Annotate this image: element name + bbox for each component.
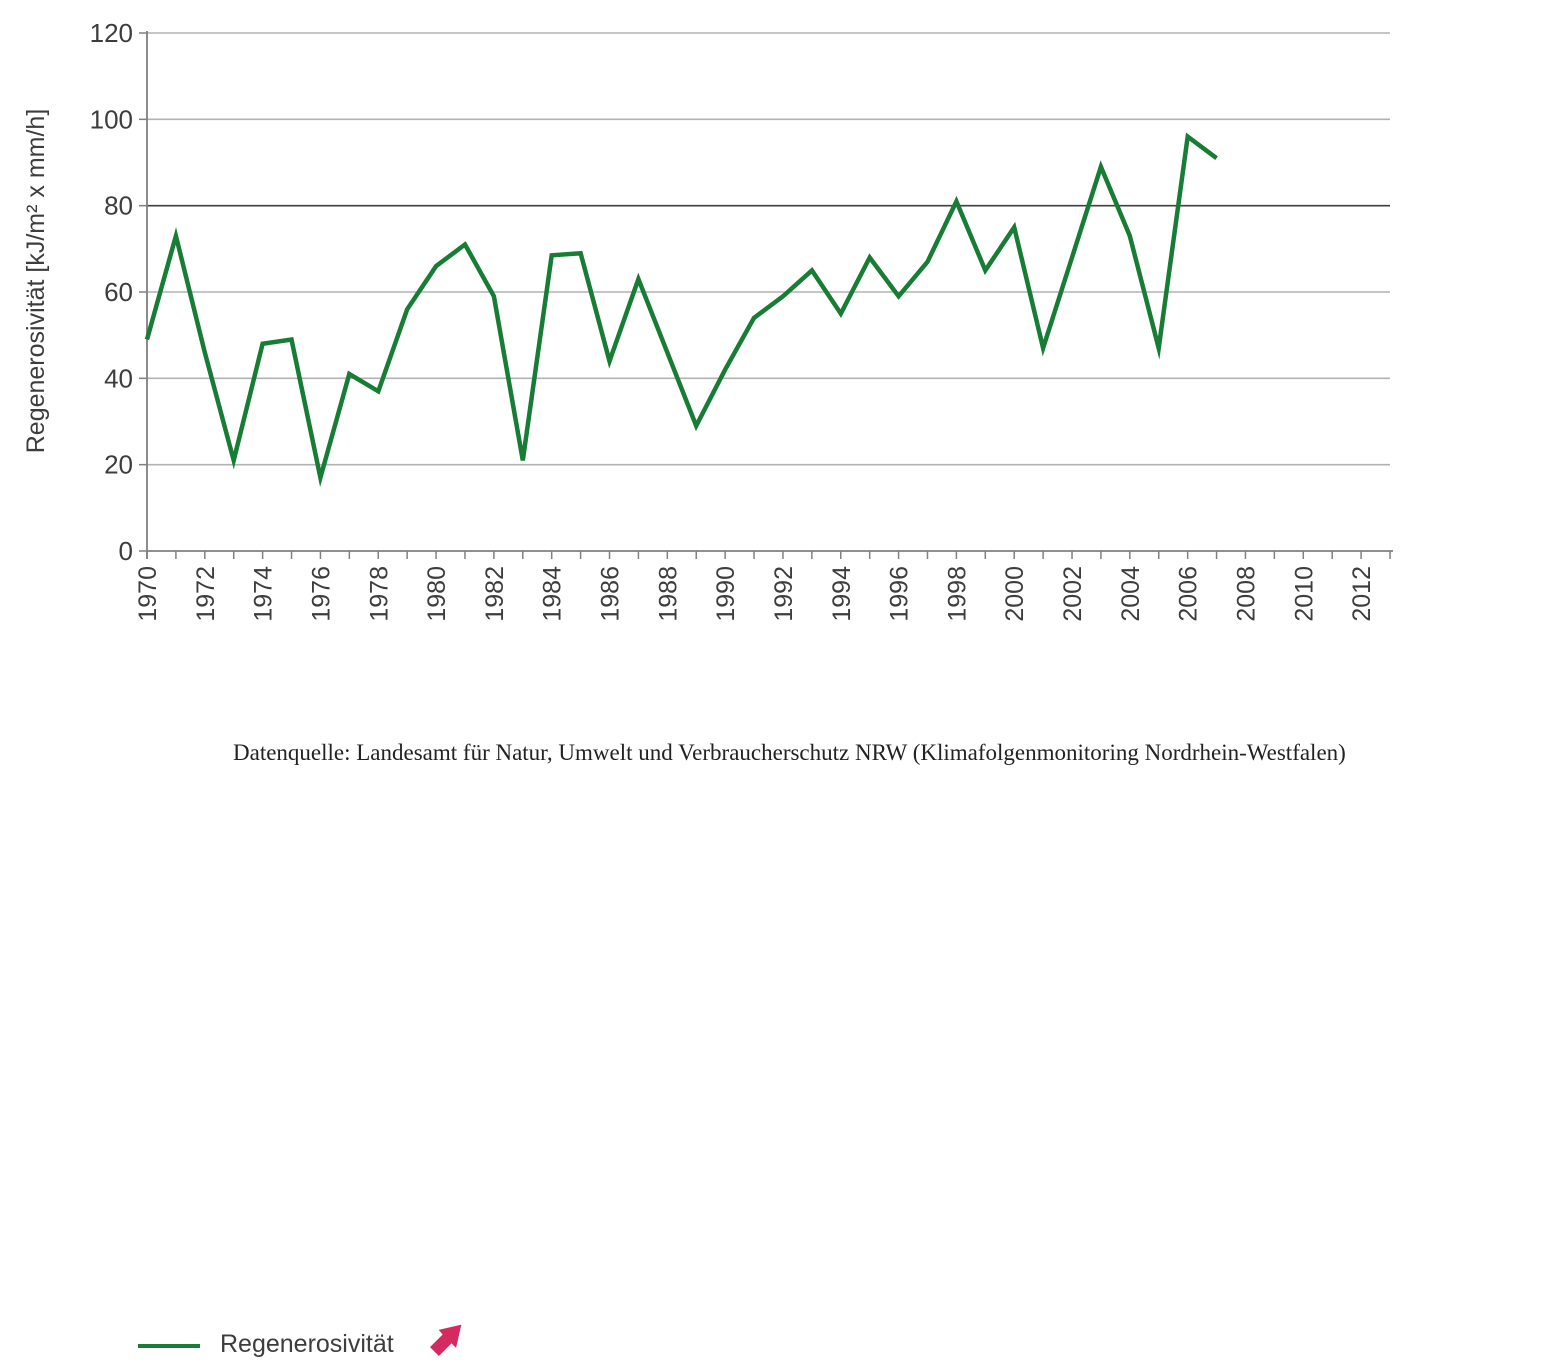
y-tick-label-20: 20 [104,450,133,480]
x-tick-label-1984: 1984 [539,566,567,622]
x-tick-label-1988: 1988 [654,566,682,622]
trend-up-arrow-icon [430,1324,462,1356]
x-tick-label-2002: 2002 [1059,566,1087,622]
x-tick-label-1992: 1992 [770,566,798,622]
x-tick-label-2010: 2010 [1290,566,1318,622]
x-tick-label-2008: 2008 [1232,566,1260,622]
legend-line-swatch [138,1344,200,1348]
x-tick-label-1974: 1974 [250,566,278,622]
x-tick-label-1982: 1982 [481,566,509,622]
x-tick-label-1978: 1978 [365,566,393,622]
x-tick-label-1976: 1976 [307,566,335,622]
x-tick-label-2006: 2006 [1175,566,1203,622]
x-tick-label-1990: 1990 [712,566,740,622]
x-tick-label-1972: 1972 [192,566,220,622]
legend-label: Regenerosivität [220,1330,394,1358]
x-tick-label-1980: 1980 [423,566,451,622]
data-source-text: Datenquelle: Landesamt für Natur, Umwelt… [233,740,1346,765]
x-tick-label-1994: 1994 [828,566,856,622]
y-tick-label-0: 0 [119,536,133,566]
y-tick-label-80: 80 [104,191,133,221]
y-tick-label-100: 100 [90,104,133,134]
y-tick-label-60: 60 [104,277,133,307]
x-tick-label-2000: 2000 [1001,566,1029,622]
plot-area: 0 20 40 60 80 100 120 1970 1972 1974 1976 1978 1980 1… [90,18,1393,622]
legend: Regenerosivität [0,660,600,1358]
y-axis-title: Regenerosivität [kJ/m² x mm/h] [22,108,50,454]
x-tick-label-2004: 2004 [1117,566,1145,622]
x-tick-label-1986: 1986 [597,566,625,622]
rain-erosivity-chart: 0 20 40 60 80 100 120 1970 1972 1974 1976 1978 1980 1… [0,18,1393,1358]
x-tick-label-1970: 1970 [134,566,162,622]
x-tick-label-2012: 2012 [1348,566,1376,622]
x-tick-label-1996: 1996 [886,566,914,622]
regenerosivitaet-line [144,132,1218,488]
x-tick-label-1998: 1998 [943,566,971,622]
y-tick-label-120: 120 [90,18,133,48]
y-tick-label-40: 40 [104,363,133,393]
